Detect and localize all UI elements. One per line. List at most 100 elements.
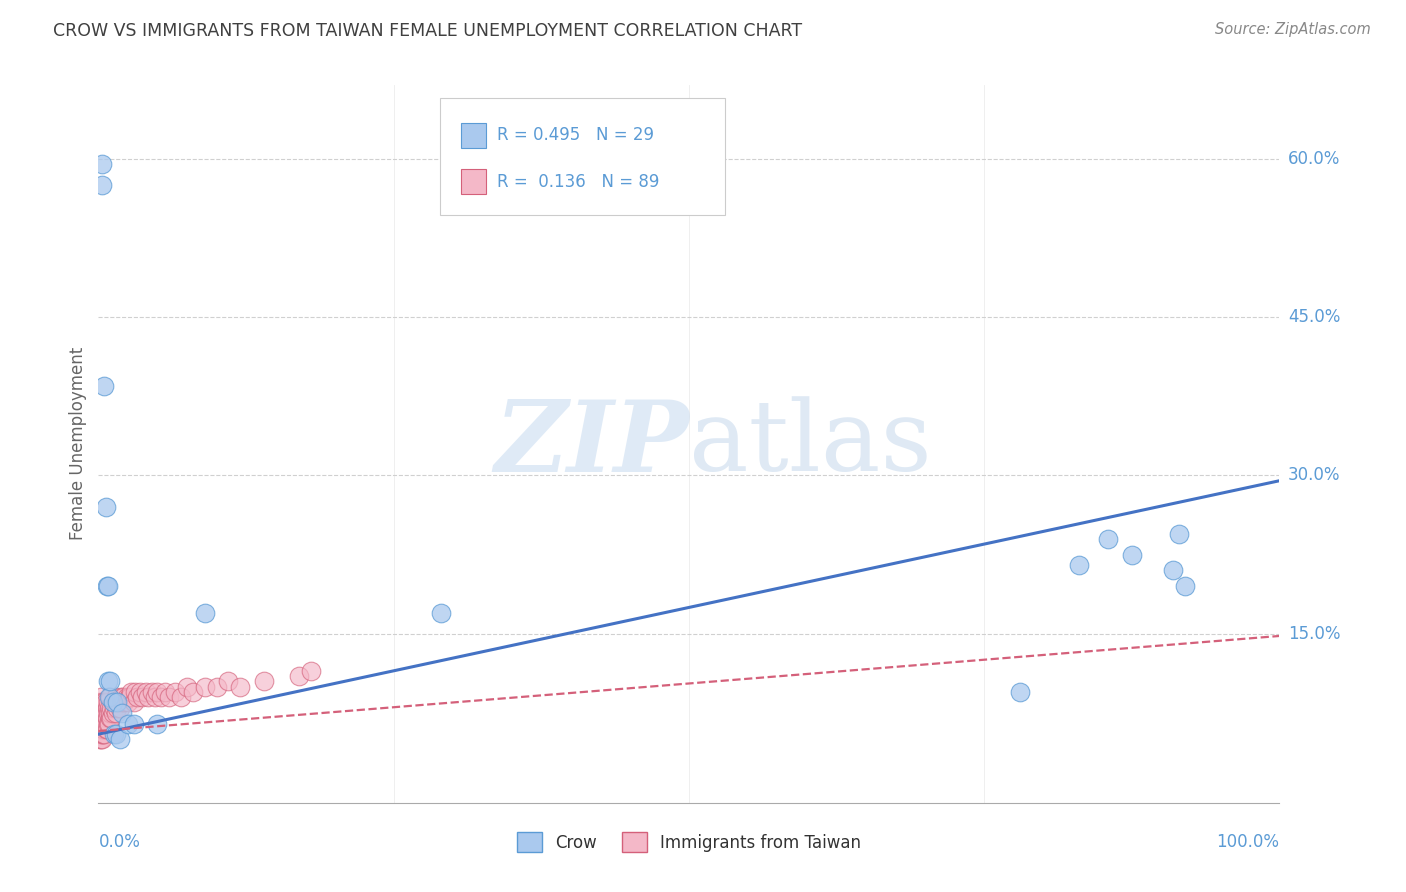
Point <box>98 700 121 714</box>
Point <box>90 690 112 705</box>
Point <box>205 680 228 694</box>
Point <box>136 690 159 705</box>
Point <box>107 696 129 710</box>
Point <box>194 606 217 620</box>
Point <box>98 690 121 705</box>
Point <box>105 696 128 710</box>
Point <box>98 674 121 689</box>
Point <box>194 680 217 694</box>
Point <box>170 690 193 705</box>
Point <box>96 579 118 593</box>
Point <box>97 674 120 689</box>
Y-axis label: Female Unemployment: Female Unemployment <box>69 347 87 541</box>
Point <box>89 700 111 714</box>
Point <box>90 706 112 720</box>
Point <box>150 690 173 705</box>
Point <box>90 732 112 747</box>
Point <box>89 696 111 710</box>
Point <box>91 696 114 710</box>
Text: 100.0%: 100.0% <box>1216 833 1279 851</box>
Point <box>89 716 111 731</box>
Text: 45.0%: 45.0% <box>1288 308 1340 326</box>
Point <box>101 696 124 710</box>
Text: 30.0%: 30.0% <box>1288 467 1340 484</box>
Point <box>94 696 117 710</box>
Point <box>91 711 114 725</box>
Point <box>122 716 145 731</box>
Point <box>146 716 169 731</box>
Point <box>94 716 117 731</box>
Point <box>121 685 143 699</box>
Point <box>120 690 142 705</box>
Point <box>105 700 128 714</box>
Point <box>91 732 114 747</box>
Point <box>141 685 163 699</box>
Point <box>110 690 132 705</box>
Point <box>1008 685 1031 699</box>
Point <box>96 711 118 725</box>
Text: 60.0%: 60.0% <box>1288 150 1340 168</box>
Text: R =  0.136   N = 89: R = 0.136 N = 89 <box>498 173 659 191</box>
Point <box>91 157 114 171</box>
Point <box>89 727 111 741</box>
Point <box>1067 558 1090 573</box>
Point <box>118 690 141 705</box>
Point <box>165 685 187 699</box>
Point <box>124 685 146 699</box>
Point <box>176 680 198 694</box>
Point <box>430 606 453 620</box>
Point <box>127 690 149 705</box>
Point <box>108 732 131 747</box>
Point <box>97 579 120 593</box>
Point <box>128 685 150 699</box>
Point <box>1121 548 1143 562</box>
Point <box>90 727 112 741</box>
Point <box>94 706 117 720</box>
Point <box>97 696 120 710</box>
Point <box>112 696 135 710</box>
Text: atlas: atlas <box>689 396 932 491</box>
Point <box>91 711 114 725</box>
Point <box>146 685 169 699</box>
Point <box>91 727 114 741</box>
Legend: Crow, Immigrants from Taiwan: Crow, Immigrants from Taiwan <box>510 825 868 859</box>
Point <box>90 700 112 714</box>
Text: R = 0.495   N = 29: R = 0.495 N = 29 <box>498 127 654 145</box>
Point <box>90 711 112 725</box>
Text: Source: ZipAtlas.com: Source: ZipAtlas.com <box>1215 22 1371 37</box>
Point <box>108 700 131 714</box>
Point <box>93 696 115 710</box>
Point <box>89 732 111 747</box>
Point <box>94 500 117 515</box>
Point <box>1097 532 1119 546</box>
Point <box>93 727 115 741</box>
Point <box>104 696 127 710</box>
Point <box>89 706 111 720</box>
Text: 0.0%: 0.0% <box>98 833 141 851</box>
Point <box>91 700 114 714</box>
Text: CROW VS IMMIGRANTS FROM TAIWAN FEMALE UNEMPLOYMENT CORRELATION CHART: CROW VS IMMIGRANTS FROM TAIWAN FEMALE UN… <box>53 22 803 40</box>
Point <box>181 685 204 699</box>
Point <box>101 706 124 720</box>
Point <box>229 680 252 694</box>
Point <box>89 722 111 736</box>
Point <box>103 700 125 714</box>
Point <box>105 706 128 720</box>
Point <box>105 690 128 705</box>
Point <box>98 711 121 725</box>
Text: ZIP: ZIP <box>494 395 689 492</box>
Point <box>89 711 111 725</box>
Point <box>93 706 115 720</box>
Point <box>117 716 139 731</box>
Point <box>111 696 134 710</box>
Point <box>91 722 114 736</box>
Point <box>1161 564 1184 578</box>
Point <box>100 700 122 714</box>
Point <box>253 674 276 689</box>
Point <box>117 696 139 710</box>
Point <box>96 700 118 714</box>
Point <box>299 664 322 678</box>
Point <box>100 711 122 725</box>
Point <box>91 706 114 720</box>
Point <box>97 706 120 720</box>
